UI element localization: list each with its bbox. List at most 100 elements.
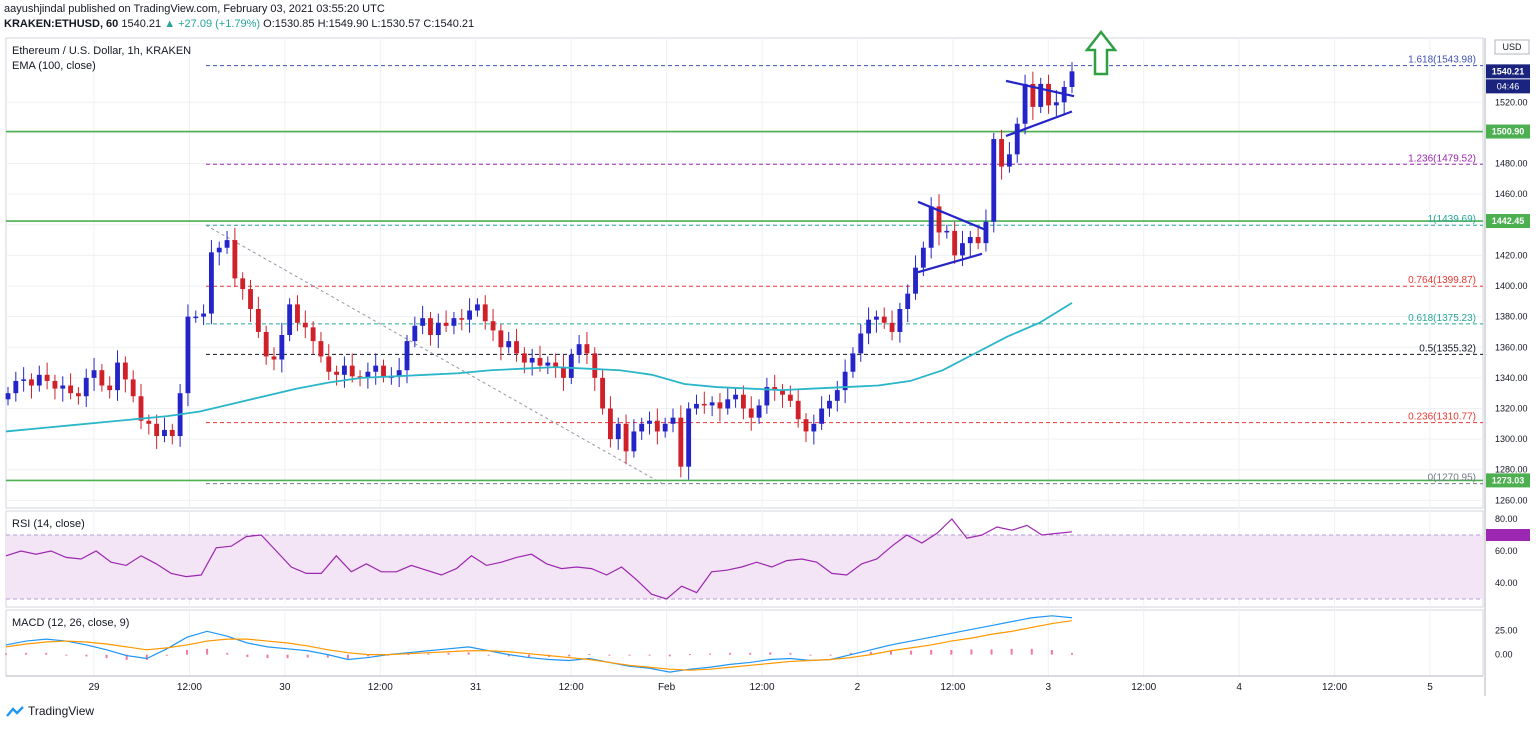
candle-body [694,403,699,409]
candle-body [514,341,519,354]
candle-body [756,405,762,418]
macd-histogram-bar [507,654,510,657]
time-tick-label: 3 [1046,682,1052,693]
macd-histogram-bar [1030,648,1033,655]
candle-body [68,385,74,394]
time-tick-label: 29 [88,682,100,693]
candle-body [772,387,778,391]
time-tick-label: 12:00 [559,682,584,693]
countdown-tag: 04:46 [1497,81,1520,91]
candle-body [764,387,770,406]
candle-body [240,278,246,290]
candle-body [248,289,253,309]
candle-body [412,325,418,342]
candle-body [686,408,692,467]
candle-body [670,417,676,424]
candle-body [607,408,613,440]
last-price: 1540.21 [121,18,162,30]
macd-histogram-bar [367,654,370,657]
fib-level-label: 1.236(1479.52) [1408,153,1476,164]
candle-body [44,374,50,381]
candle-body [21,379,27,381]
macd-histogram-bar [648,654,651,656]
axes: 29 12:00 30 12:00 31 12:00 Feb 12:00 2 12:00 3 12:0… [6,38,1528,696]
macd-tick-label: 0.00 [1495,650,1513,660]
support-tag-label: 1500.90 [1492,127,1525,137]
trendline-drawing [917,252,983,274]
candle-body [905,293,911,309]
macd-histogram-bar [25,652,28,655]
macd-histogram-bar [688,654,691,656]
macd-histogram-bar [849,652,852,655]
rsi-line [5,518,1073,600]
chart-header: aayushjindal published on TradingView.co… [4,2,474,32]
macd-histogram-bar [306,654,309,658]
rsi-tick-label: 60.00 [1495,546,1518,556]
candle-body [936,206,942,233]
candle-body [537,357,543,366]
candle-body [576,344,582,355]
candle-body [842,371,848,391]
candle-body [631,431,637,452]
macd-histogram-bar [950,649,953,655]
candle-body [29,379,34,386]
candle-body [733,394,739,400]
fibonacci-levels [205,65,1483,485]
candle-body [357,376,363,378]
candle-body [1038,83,1044,107]
candles [5,62,1075,480]
time-tick-label: 2 [855,682,861,693]
candle-body [701,403,707,406]
footer: TradingView [6,704,94,718]
candle-body [263,331,269,357]
candle-body [459,318,465,320]
macd-histogram-bar [990,649,993,655]
candle-body [326,356,332,372]
candle-body [130,379,136,397]
ema-100-line [5,302,1073,433]
candle-body [60,385,66,389]
candle-body [881,316,887,323]
candle-body [553,362,559,368]
candle-body [107,385,113,391]
macd-histogram-bar [568,654,571,657]
time-tick-label: 12:00 [368,682,393,693]
countdown-tag-bg [1486,79,1530,94]
macd-histogram-bar [246,654,249,657]
macd-histogram-bar [226,652,229,655]
candle-body [75,393,81,397]
candle-body [365,371,371,378]
time-tick-label: 12:00 [749,682,774,693]
candle-body [451,318,457,326]
price-tick-label: 1300.00 [1495,434,1528,444]
candle-body [944,230,950,233]
candle-body [193,316,199,319]
price-tick-label: 1480.00 [1495,159,1528,169]
macd-histogram-bar [105,654,108,659]
ohlc-line: KRAKEN:ETHUSD, 60 1540.21 ▲ +27.09 (+1.7… [4,17,474,32]
macd-histogram-bar [125,654,128,660]
price-tick-label: 1340.00 [1495,373,1528,383]
rsi-panel [5,518,1483,600]
time-tick-label: Feb [658,682,676,693]
time-tick-label: 4 [1236,682,1242,693]
price-tick-label: 1400.00 [1495,281,1528,291]
macd-histogram-bar [708,653,711,655]
candle-body [740,394,746,409]
panel-frame [5,37,1484,509]
macd-histogram-bar [407,654,410,656]
candle-body [482,304,488,322]
macd-histogram-bar [668,654,671,657]
candle-body [960,243,965,256]
candle-body [584,344,590,354]
fib-level-label: 0.618(1375.23) [1408,313,1476,324]
fib-level-label: 1.618(1543.98) [1408,55,1476,66]
macd-histogram-bar [487,654,490,656]
price-tick-label: 1360.00 [1495,342,1528,352]
candle-body [662,423,668,432]
macd-histogram-bar [527,654,530,657]
candle-body [341,365,347,375]
candle-body [529,357,535,363]
candle-body [748,408,754,418]
